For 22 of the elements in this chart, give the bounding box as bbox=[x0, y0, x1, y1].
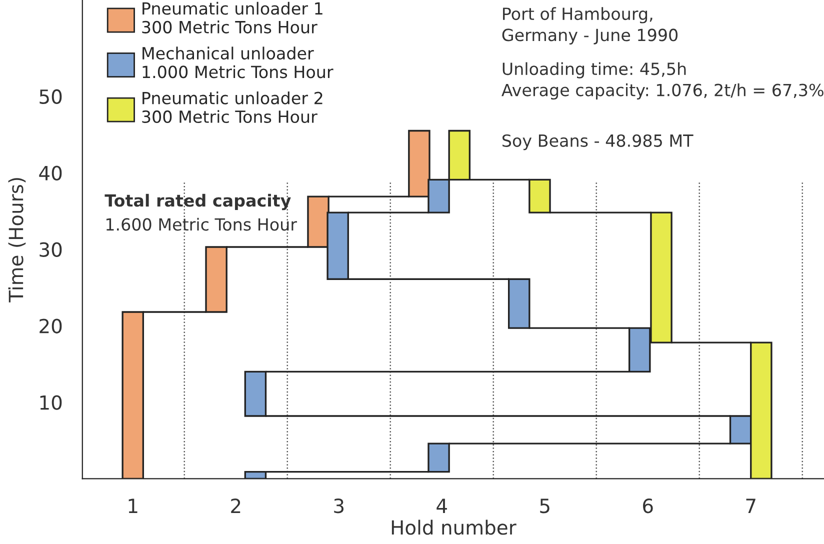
y-tick-label: 20 bbox=[40, 318, 62, 334]
y-tick-label: 40 bbox=[39, 166, 62, 180]
y-axis-title: Time (Hours) bbox=[8, 178, 26, 302]
x-tick-label: 5 bbox=[540, 498, 550, 514]
x-tick-label: 7 bbox=[746, 498, 756, 513]
y-tick-label: 10 bbox=[40, 395, 62, 410]
x-tick-label: 1 bbox=[128, 498, 138, 513]
legend-label: Pneumatic unloader 1 300 Metric Tons Hour bbox=[142, 2, 322, 34]
x-axis-title: Hold number bbox=[392, 520, 516, 535]
x-tick-label: 6 bbox=[643, 498, 653, 514]
x-tick-label: 4 bbox=[436, 498, 447, 513]
x-tick-label: 3 bbox=[334, 498, 344, 514]
annotation: Port of Hambourg, Germany - June 1990 bbox=[502, 7, 678, 45]
annotation: 1.600 Metric Tons Hour bbox=[106, 218, 298, 231]
y-tick-label: 50 bbox=[40, 89, 62, 104]
y-tick-label: 30 bbox=[40, 242, 62, 257]
legend-label: Pneumatic unloader 2 300 Metric Tons Hour bbox=[142, 91, 322, 124]
x-tick-label: 2 bbox=[231, 498, 240, 513]
annotation: Total rated capacity bbox=[104, 194, 291, 210]
annotation: Soy Beans - 48.985 MT bbox=[502, 134, 694, 150]
legend-label: Mechanical unloader 1.000 Metric Tons Hour bbox=[142, 46, 334, 78]
annotation: Unloading time: 45,5h Average capacity: 1.076, 2t/h = 67,3% bbox=[502, 62, 824, 100]
